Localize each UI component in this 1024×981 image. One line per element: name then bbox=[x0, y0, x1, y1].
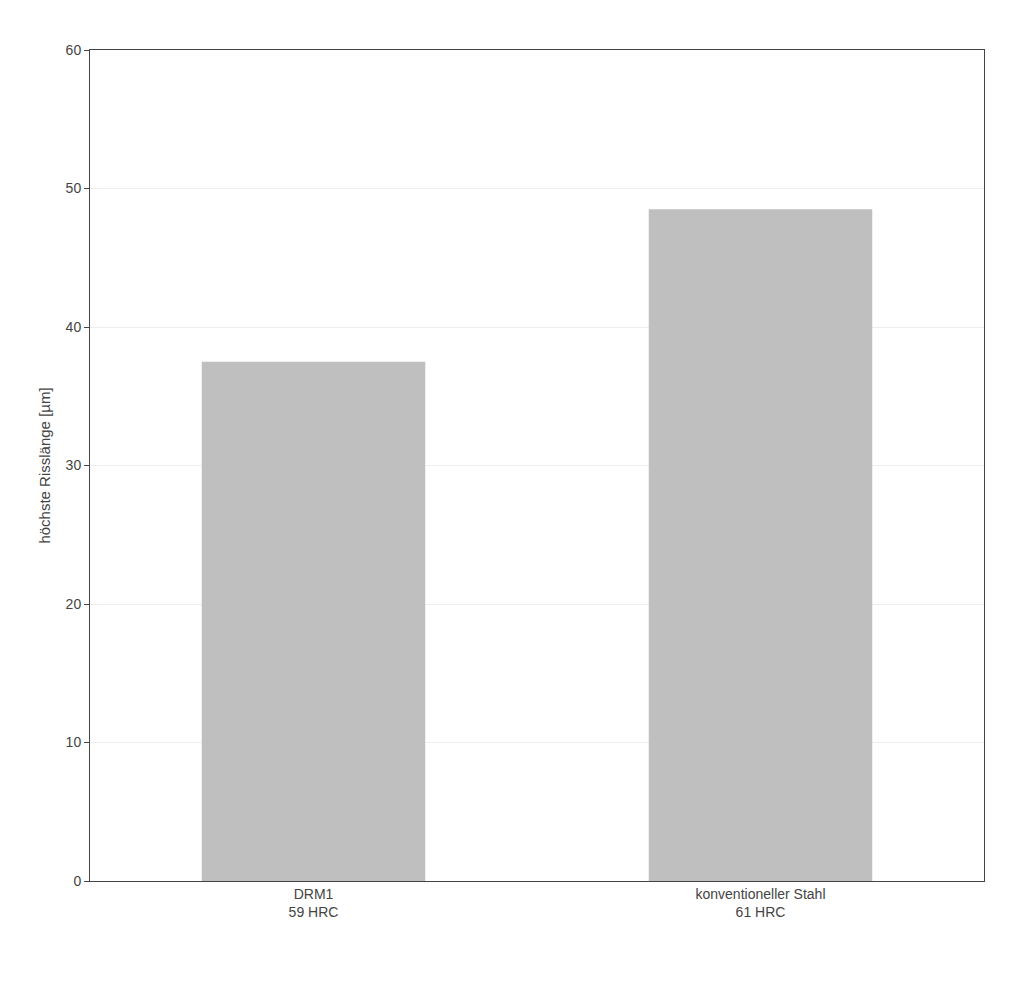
svg-text:10: 10 bbox=[66, 734, 82, 750]
svg-text:50: 50 bbox=[66, 180, 82, 196]
svg-text:20: 20 bbox=[66, 596, 82, 612]
svg-text:DRM159 HRC: DRM159 HRC bbox=[289, 886, 339, 920]
svg-text:höchste Risslänge [µm]: höchste Risslänge [µm] bbox=[36, 387, 53, 543]
svg-text:0: 0 bbox=[73, 873, 81, 889]
svg-text:40: 40 bbox=[66, 319, 82, 335]
svg-text:konventioneller Stahl61 HRC: konventioneller Stahl61 HRC bbox=[696, 886, 826, 920]
svg-text:30: 30 bbox=[66, 457, 82, 473]
svg-text:60: 60 bbox=[66, 42, 82, 58]
